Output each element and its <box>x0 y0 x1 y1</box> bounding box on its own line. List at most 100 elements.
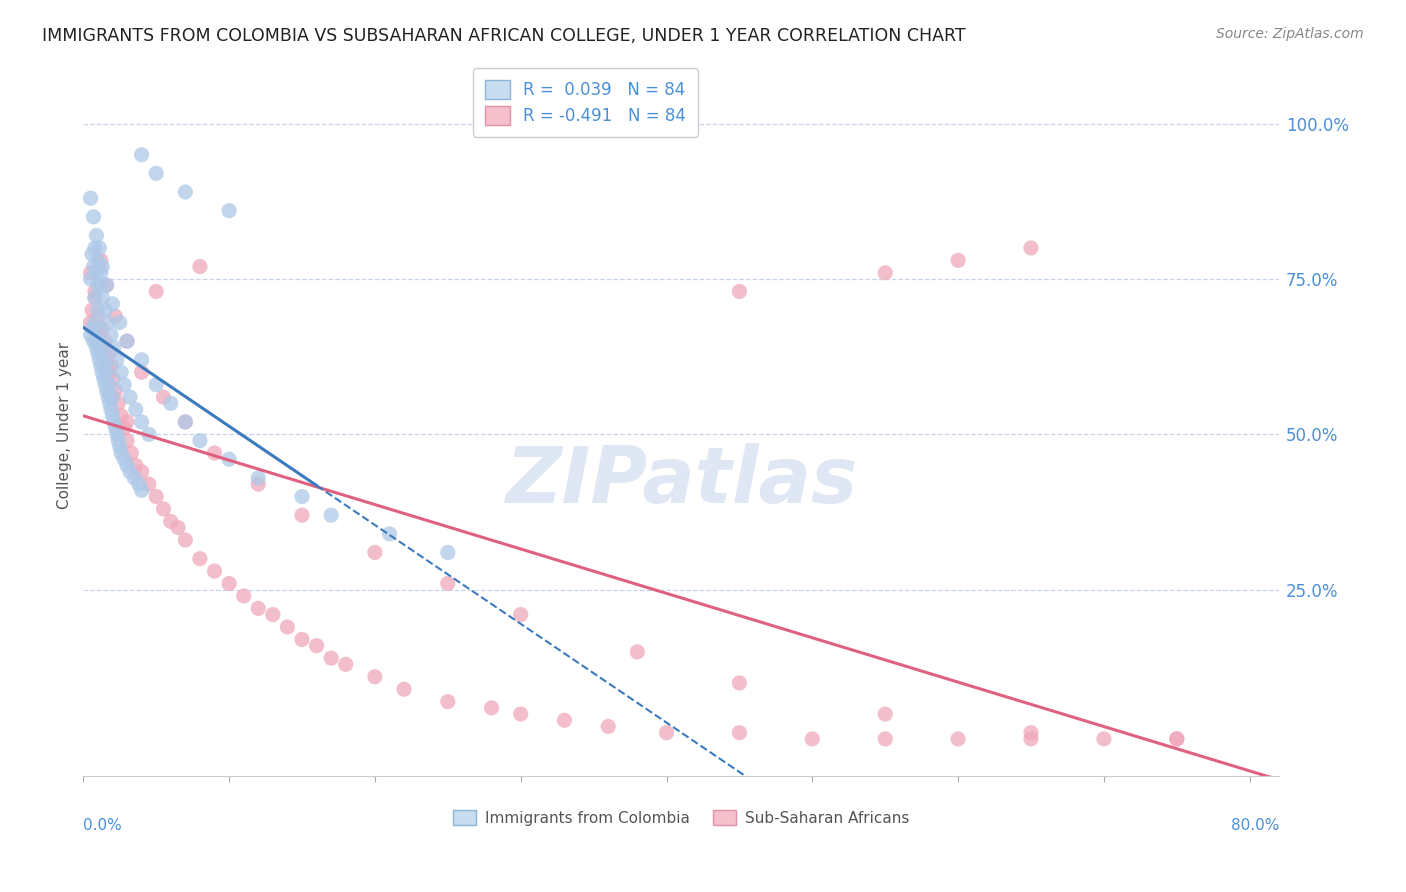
Point <box>94 377 117 392</box>
Point <box>218 203 240 218</box>
Point <box>82 210 104 224</box>
Point <box>436 695 458 709</box>
Point <box>364 545 387 559</box>
Point <box>103 340 125 354</box>
Point <box>98 377 121 392</box>
Point <box>82 334 104 348</box>
Point <box>103 415 125 429</box>
Point <box>946 253 969 268</box>
Point <box>218 452 240 467</box>
Point <box>82 260 104 274</box>
Point <box>115 415 138 429</box>
Point <box>131 465 153 479</box>
Point <box>108 440 131 454</box>
Point <box>97 390 120 404</box>
Point <box>801 731 824 746</box>
Text: 80.0%: 80.0% <box>1230 818 1279 833</box>
Point <box>128 477 150 491</box>
Point <box>1019 731 1042 746</box>
Point <box>91 346 114 360</box>
Point <box>87 346 110 360</box>
Point <box>90 340 112 354</box>
Point <box>89 334 111 348</box>
Point <box>247 471 270 485</box>
Point <box>120 446 142 460</box>
Legend: R =  0.039   N = 84, R = -0.491   N = 84: R = 0.039 N = 84, R = -0.491 N = 84 <box>474 68 697 136</box>
Point <box>105 352 128 367</box>
Point <box>247 601 270 615</box>
Point <box>80 322 103 336</box>
Point <box>96 278 118 293</box>
Point <box>91 291 114 305</box>
Point <box>104 310 127 324</box>
Point <box>626 645 648 659</box>
Point <box>84 291 107 305</box>
Point <box>305 639 328 653</box>
Point <box>98 346 121 360</box>
Point <box>100 402 122 417</box>
Point <box>131 147 153 161</box>
Point <box>159 515 181 529</box>
Point <box>125 458 148 473</box>
Point <box>655 725 678 739</box>
Point <box>94 334 117 348</box>
Point <box>80 247 103 261</box>
Point <box>101 409 124 423</box>
Point <box>131 415 153 429</box>
Point <box>96 384 118 398</box>
Point <box>96 352 118 367</box>
Point <box>86 334 108 348</box>
Point <box>174 415 197 429</box>
Point <box>82 322 104 336</box>
Point <box>145 490 167 504</box>
Point <box>436 576 458 591</box>
Point <box>1166 731 1188 746</box>
Point <box>946 731 969 746</box>
Point <box>262 607 284 622</box>
Point <box>174 185 197 199</box>
Point <box>79 316 101 330</box>
Point <box>1092 731 1115 746</box>
Point <box>188 260 211 274</box>
Point <box>875 731 897 746</box>
Point <box>96 278 118 293</box>
Point <box>276 620 298 634</box>
Point <box>101 390 124 404</box>
Y-axis label: College, Under 1 year: College, Under 1 year <box>58 342 72 508</box>
Point <box>104 384 127 398</box>
Text: 0.0%: 0.0% <box>83 818 122 833</box>
Point <box>152 390 174 404</box>
Point <box>100 327 122 342</box>
Point <box>131 352 153 367</box>
Point <box>125 402 148 417</box>
Point <box>131 365 153 379</box>
Point <box>101 390 124 404</box>
Point <box>138 477 160 491</box>
Point <box>87 303 110 318</box>
Point <box>79 191 101 205</box>
Point <box>509 706 531 721</box>
Point <box>97 316 120 330</box>
Point <box>90 266 112 280</box>
Point <box>104 421 127 435</box>
Point <box>93 346 115 360</box>
Point <box>86 266 108 280</box>
Point <box>204 446 226 460</box>
Point <box>728 725 751 739</box>
Point <box>378 526 401 541</box>
Point <box>84 241 107 255</box>
Point <box>124 471 146 485</box>
Point <box>131 483 153 498</box>
Point <box>86 340 108 354</box>
Point <box>84 285 107 299</box>
Point <box>321 508 343 523</box>
Point <box>291 490 314 504</box>
Point <box>291 632 314 647</box>
Point <box>598 719 620 733</box>
Point <box>291 508 314 523</box>
Point <box>91 322 114 336</box>
Point <box>84 291 107 305</box>
Point <box>89 278 111 293</box>
Point <box>100 359 122 373</box>
Point <box>364 670 387 684</box>
